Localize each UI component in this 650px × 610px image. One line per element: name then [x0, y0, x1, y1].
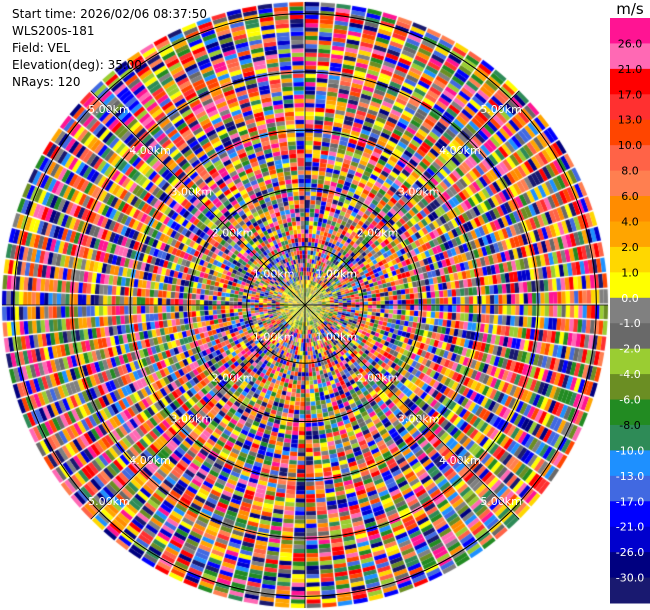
colorbar-tick-label: -8.0 [619, 419, 640, 432]
colorbar-cell [610, 119, 650, 146]
colorbar-tick-label: 10.0 [618, 139, 643, 152]
colorbar-tick-label: -21.0 [616, 521, 644, 534]
azimuth-spoke [90, 90, 520, 520]
colorbar-unit: m/s [616, 0, 644, 18]
colorbar-cell [610, 475, 650, 502]
colorbar-cell [610, 577, 650, 604]
colorbar-cell [610, 374, 650, 401]
elevation-text: Elevation(deg): 35.00 [12, 58, 142, 72]
colorbar-tick-label: -10.0 [616, 444, 644, 457]
radar-grid-overlay: 1.00km1.00km1.00km1.00km2.00km2.00km2.00… [2, 2, 608, 608]
colorbar-cell [610, 43, 650, 70]
colorbar-tick-label: 8.0 [621, 165, 639, 178]
colorbar-tick-label: -2.0 [619, 343, 640, 356]
colorbar-cell [610, 348, 650, 375]
colorbar-tick-label: 17.0 [618, 88, 643, 101]
colorbar-tick-label: 4.0 [621, 215, 639, 228]
colorbar-tick-label: 1.0 [621, 266, 639, 279]
info-panel: Start time: 2026/02/06 08:37:50 WLS200s-… [12, 6, 207, 91]
colorbar-tick-label: -26.0 [616, 546, 644, 559]
colorbar-cell [610, 323, 650, 350]
colorbar-cell [610, 526, 650, 553]
colorbar-cell [610, 399, 650, 426]
colorbar-cell [610, 68, 650, 95]
start-time-text: Start time: 2026/02/06 08:37:50 [12, 7, 207, 21]
colorbar-cell [610, 94, 650, 121]
device-name-text: WLS200s-181 [12, 24, 95, 38]
colorbar: 26.0 21.0 17.0 13.0 10.0 8.0 6.0 4.0 2.0 1.0 0.0 -1… [610, 18, 650, 604]
field-text: Field: VEL [12, 41, 71, 55]
colorbar-cell [610, 552, 650, 579]
colorbar-tick-label: -17.0 [616, 495, 644, 508]
colorbar-tick-label: -13.0 [616, 470, 644, 483]
colorbar-cell [610, 424, 650, 451]
colorbar-cell [610, 246, 650, 273]
colorbar-tick-label: 21.0 [618, 63, 643, 76]
colorbar-cell [610, 18, 650, 44]
colorbar-cell [610, 145, 650, 172]
colorbar-cell [610, 272, 650, 299]
colorbar-tick-label: 0.0 [621, 292, 639, 305]
colorbar-cell [610, 170, 650, 197]
colorbar-tick-label: 26.0 [618, 37, 643, 50]
colorbar-cell [610, 297, 650, 324]
colorbar-cell [610, 196, 650, 222]
colorbar-tick-label: -6.0 [619, 394, 640, 407]
colorbar-cell [610, 450, 650, 477]
colorbar-cell [610, 221, 650, 248]
colorbar-tick-label: -4.0 [619, 368, 640, 381]
colorbar-tick-label: 2.0 [621, 241, 639, 254]
colorbar-tick-label: 6.0 [621, 190, 639, 203]
nrays-text: NRays: 120 [12, 75, 81, 89]
colorbar-tick-label: -1.0 [619, 317, 640, 330]
colorbar-cell [610, 501, 650, 528]
colorbar-tick-label: 13.0 [618, 114, 643, 127]
colorbar-tick-label: -30.0 [616, 572, 644, 585]
